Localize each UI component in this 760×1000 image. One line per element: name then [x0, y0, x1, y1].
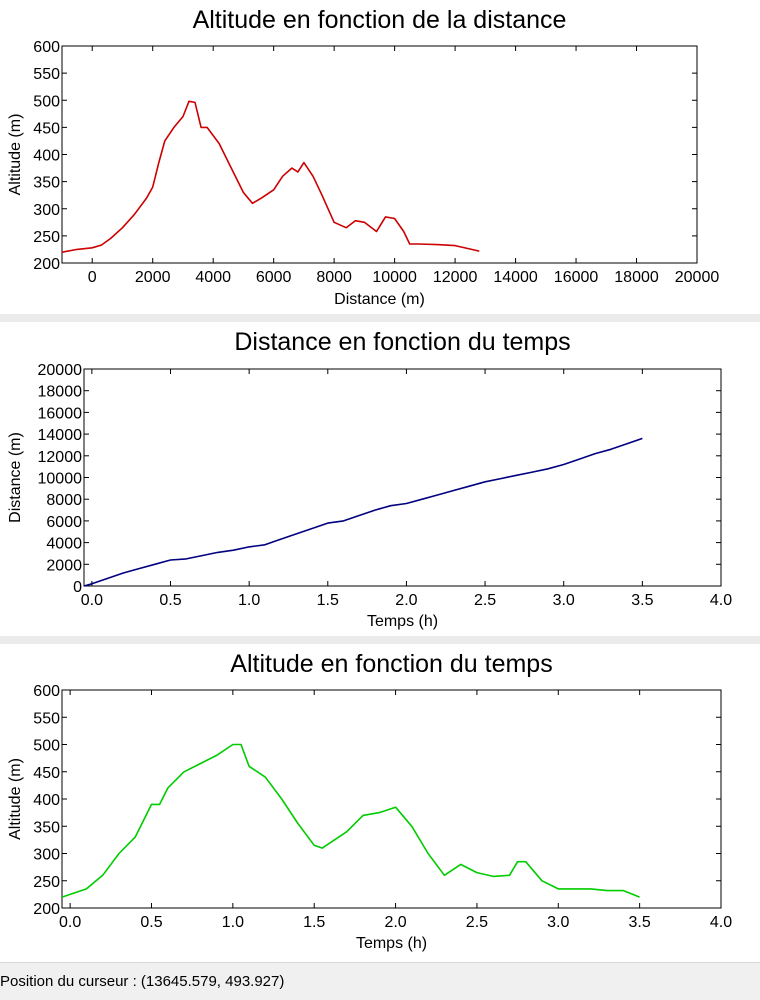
x-tick-label: 3.0	[547, 914, 569, 931]
y-tick-label: 550	[33, 66, 60, 83]
x-tick-label: 4.0	[710, 914, 732, 931]
y-tick-label: 8000	[46, 492, 82, 509]
y-axis-label: Distance (m)	[7, 432, 24, 523]
y-tick-label: 200	[33, 256, 60, 273]
y-tick-label: 14000	[38, 427, 83, 444]
y-tick-label: 500	[33, 738, 60, 755]
x-tick-label: 2.0	[395, 592, 417, 609]
chart-title: Altitude en fonction de la distance	[193, 6, 567, 34]
chart-panel-altitude-time: Altitude en fonction du temps Temps (h) Al…	[0, 644, 760, 962]
chart-panel-distance-time: Distance en fonction du temps Temps (h) Di…	[0, 322, 760, 636]
x-tick-label: 0	[88, 269, 97, 286]
x-tick-label: 3.0	[553, 592, 575, 609]
y-tick-label: 18000	[38, 384, 83, 401]
status-bar: Position du curseur : (13645.579, 493.92…	[0, 962, 760, 1000]
chart-svg-1: Altitude en fonction de la distance Dista…	[7, 6, 720, 308]
x-tick-label: 10000	[372, 269, 417, 286]
y-tick-label: 550	[33, 710, 60, 727]
x-tick-label: 1.0	[222, 914, 244, 931]
chart-svg-2: Distance en fonction du temps Temps (h) Di…	[7, 328, 732, 630]
y-tick-label: 400	[33, 148, 60, 165]
y-tick-label: 300	[33, 202, 60, 219]
y-tick-label: 500	[33, 93, 60, 110]
x-tick-label: 0.0	[81, 592, 103, 609]
x-tick-label: 18000	[614, 269, 659, 286]
x-tick-label: 2.5	[474, 592, 496, 609]
y-tick-label: 6000	[46, 514, 82, 531]
x-axis-label: Temps (h)	[356, 935, 427, 952]
y-tick-label: 4000	[46, 536, 82, 553]
y-tick-label: 400	[33, 792, 60, 809]
x-tick-label: 2000	[135, 269, 171, 286]
y-tick-label: 450	[33, 765, 60, 782]
x-tick-label: 8000	[316, 269, 352, 286]
y-axis-label: Altitude (m)	[7, 758, 24, 840]
y-tick-label: 16000	[38, 405, 83, 422]
x-tick-label: 16000	[554, 269, 599, 286]
x-tick-label: 1.0	[238, 592, 260, 609]
x-tick-label: 14000	[493, 269, 538, 286]
series-line	[61, 100, 480, 253]
y-tick-label: 600	[33, 683, 60, 700]
y-tick-label: 200	[33, 901, 60, 918]
x-axis-label: Temps (h)	[367, 613, 438, 630]
x-tick-label: 0.5	[159, 592, 181, 609]
x-tick-label: 0.5	[140, 914, 162, 931]
plot-frame	[61, 45, 698, 264]
x-tick-label: 0.0	[59, 914, 81, 931]
chart-panel-altitude-distance: Altitude en fonction de la distance Dista…	[0, 0, 760, 314]
y-tick-label: 10000	[38, 471, 83, 488]
y-tick-label: 300	[33, 847, 60, 864]
x-tick-label: 4000	[195, 269, 231, 286]
y-tick-label: 600	[33, 39, 60, 56]
series-line	[83, 437, 643, 587]
x-tick-label: 6000	[256, 269, 292, 286]
y-tick-label: 450	[33, 120, 60, 137]
x-tick-label: 4.0	[710, 592, 732, 609]
plot-frame	[61, 689, 722, 909]
x-tick-label: 1.5	[317, 592, 339, 609]
chart-title: Altitude en fonction du temps	[230, 650, 552, 678]
y-tick-label: 250	[33, 229, 60, 246]
y-tick-label: 2000	[46, 557, 82, 574]
y-tick-label: 0	[73, 579, 82, 596]
chart-svg-3: Altitude en fonction du temps Temps (h) Al…	[7, 650, 732, 952]
x-tick-label: 12000	[433, 269, 478, 286]
y-tick-label: 350	[33, 819, 60, 836]
y-tick-label: 250	[33, 874, 60, 891]
y-tick-label: 350	[33, 175, 60, 192]
chart-title: Distance en fonction du temps	[234, 328, 570, 356]
x-tick-label: 2.5	[466, 914, 488, 931]
x-axis-label: Distance (m)	[334, 291, 425, 308]
x-tick-label: 20000	[675, 269, 720, 286]
y-axis-label: Altitude (m)	[7, 114, 24, 196]
y-tick-label: 12000	[38, 449, 83, 466]
x-tick-label: 1.5	[303, 914, 325, 931]
x-tick-label: 2.0	[384, 914, 406, 931]
panel-separator	[0, 314, 760, 322]
cursor-position-label: Position du curseur : (13645.579, 493.92…	[0, 973, 285, 990]
y-tick-label: 20000	[38, 362, 83, 379]
plot-frame	[83, 368, 722, 587]
x-tick-label: 3.5	[631, 592, 653, 609]
series-line	[61, 743, 640, 898]
panel-separator	[0, 636, 760, 644]
x-tick-label: 3.5	[629, 914, 651, 931]
